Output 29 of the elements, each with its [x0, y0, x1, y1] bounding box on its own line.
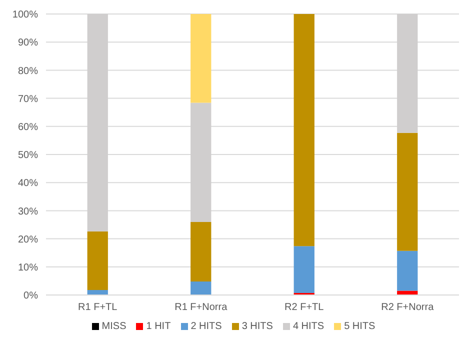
y-tick-label: 10% [18, 262, 38, 274]
y-tick-label: 50% [18, 150, 38, 162]
bar [190, 222, 212, 282]
bar [294, 246, 314, 294]
y-tick-label: 70% [18, 94, 38, 105]
legend-label: 3 HITS [242, 321, 273, 332]
y-tick-label: 80% [18, 66, 38, 77]
y-tick-label: 0% [24, 290, 38, 302]
y-tick-label: 90% [18, 38, 38, 49]
y-tick-label: 60% [18, 122, 38, 133]
bar [294, 14, 314, 246]
bar [397, 132, 418, 251]
legend-label: 5 HITS [344, 321, 376, 332]
legend-label: MISS [102, 321, 126, 332]
bar [190, 282, 212, 295]
x-tick-label: R2 F+Norra [381, 302, 434, 314]
legend-label: 4 HITS [292, 321, 324, 332]
y-tick-label: 40% [18, 178, 38, 190]
y-tick-label: 20% [18, 234, 38, 246]
legend-label: 2 HITS [190, 321, 222, 332]
y-tick-label: 100% [12, 10, 38, 21]
x-tick-label: R1 F+TL [78, 302, 118, 314]
x-tick-label: R1 F+Norra [174, 302, 228, 314]
bar [87, 231, 108, 290]
y-tick-label: 30% [18, 206, 38, 218]
legend-label: 1 HIT [146, 321, 171, 332]
x-tick-label: R2 F+TL [284, 302, 324, 314]
bar [190, 14, 212, 103]
bar [397, 250, 418, 291]
